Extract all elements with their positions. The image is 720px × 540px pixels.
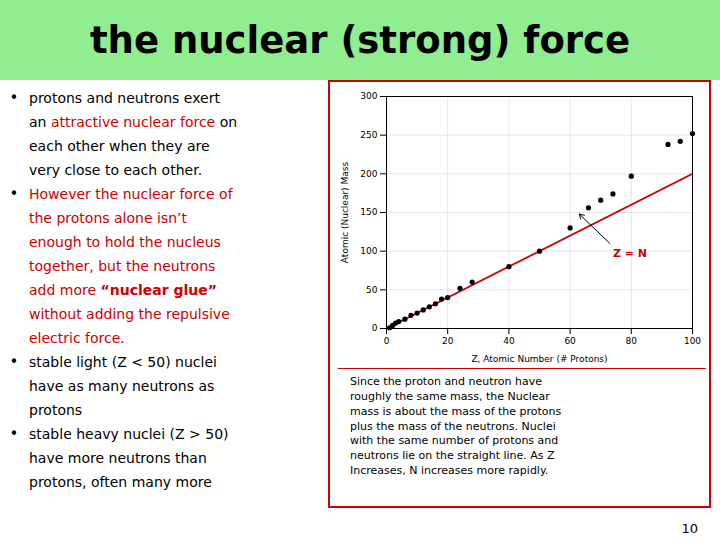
svg-text:100: 100 <box>360 246 377 256</box>
svg-text:250: 250 <box>360 130 377 140</box>
html-text:very close to each other.: very close to each other. <box>29 162 203 178</box>
html-text:together, but the neutrons: together, but the neutrons <box>29 258 216 274</box>
html-text:Since the proton and neutron h: Since the proton and neutron have roughl… <box>350 375 562 478</box>
html-text:However the nuclear force of: However the nuclear force of <box>29 186 233 202</box>
html-text:add more “nuclear glue”: add more “nuclear glue” <box>29 282 217 298</box>
html-text:have more neutrons than: have more neutrons than <box>29 450 207 466</box>
svg-text:80: 80 <box>626 336 638 346</box>
html-text:each other when they are: each other when they are <box>29 138 210 154</box>
html-text:stable light (Z < 50) nuclei: stable light (Z < 50) nuclei <box>29 354 217 370</box>
svg-text:60: 60 <box>564 336 576 346</box>
svg-text:Z = N: Z = N <box>613 247 647 260</box>
svg-text:20: 20 <box>442 336 454 346</box>
svg-text:0: 0 <box>384 336 390 346</box>
html-text:without adding the repulsive: without adding the repulsive <box>29 306 230 322</box>
html-text:the protons alone isn’t: the protons alone isn’t <box>29 210 187 226</box>
svg-text:Atomic (Nuclear) Mass: Atomic (Nuclear) Mass <box>340 162 350 264</box>
svg-text:50: 50 <box>366 285 378 295</box>
html-text:protons and neutrons exert: protons and neutrons exert <box>29 90 220 106</box>
svg-text:300: 300 <box>360 91 377 101</box>
svg-text:Z, Atomic Number (# Protons): Z, Atomic Number (# Protons) <box>471 354 607 364</box>
html-text:the nuclear (strong) force: the nuclear (strong) force <box>89 18 631 62</box>
html-text:enough to hold the nucleus: enough to hold the nucleus <box>29 234 221 250</box>
svg-text:150: 150 <box>360 207 377 217</box>
html-text:10: 10 <box>681 521 698 536</box>
svg-text:200: 200 <box>360 169 377 179</box>
html-text:protons, often many more: protons, often many more <box>29 474 212 490</box>
html-text:have as many neutrons as: have as many neutrons as <box>29 378 215 394</box>
html-text:electric force.: electric force. <box>29 330 125 346</box>
html-text:an attractive nuclear force on: an attractive nuclear force on <box>29 114 238 130</box>
svg-text:100: 100 <box>684 336 701 346</box>
html-text:protons: protons <box>29 402 83 418</box>
html-text:stable heavy nuclei (Z > 50): stable heavy nuclei (Z > 50) <box>29 426 229 442</box>
svg-text:40: 40 <box>503 336 515 346</box>
svg-text:0: 0 <box>372 323 378 333</box>
